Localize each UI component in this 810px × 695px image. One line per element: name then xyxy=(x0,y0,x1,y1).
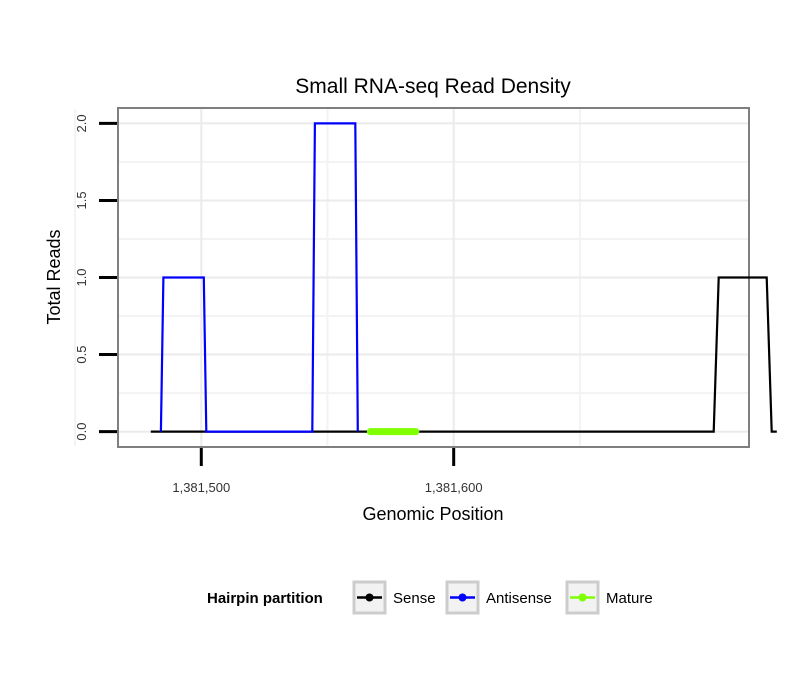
y-tick-label: 1.5 xyxy=(74,191,89,209)
y-tick-label: 1.0 xyxy=(74,268,89,286)
chart-title: Small RNA-seq Read Density xyxy=(295,75,571,98)
legend-items: Sense Antisense Mature xyxy=(352,580,653,615)
series-line-antisense xyxy=(159,122,359,433)
legend-key-sense xyxy=(352,580,387,615)
x-tick-label: 1,381,500 xyxy=(172,480,230,495)
legend-marker-mature xyxy=(578,593,587,602)
y-axis-label: Total Reads xyxy=(44,229,64,324)
legend-marker-antisense xyxy=(458,593,467,602)
legend: Hairpin partition Sense Antisense Mature xyxy=(207,580,653,615)
legend-label-antisense: Antisense xyxy=(486,590,552,607)
series-lines xyxy=(150,122,777,436)
y-tick-label: 2.0 xyxy=(74,114,89,132)
x-axis-label: Genomic Position xyxy=(362,504,503,524)
axes: 0.0 0.5 1.0 1.5 2.0 1,381,500 1,381,600 xyxy=(74,114,483,495)
legend-title: Hairpin partition xyxy=(207,590,323,607)
x-tick-label: 1,381,600 xyxy=(425,480,483,495)
legend-label-sense: Sense xyxy=(393,590,436,607)
y-tick-label: 0.0 xyxy=(74,423,89,441)
y-tick-label: 0.5 xyxy=(74,346,89,364)
series-line-sense xyxy=(150,276,777,433)
legend-marker-sense xyxy=(365,593,374,602)
legend-label-mature: Mature xyxy=(606,590,653,607)
